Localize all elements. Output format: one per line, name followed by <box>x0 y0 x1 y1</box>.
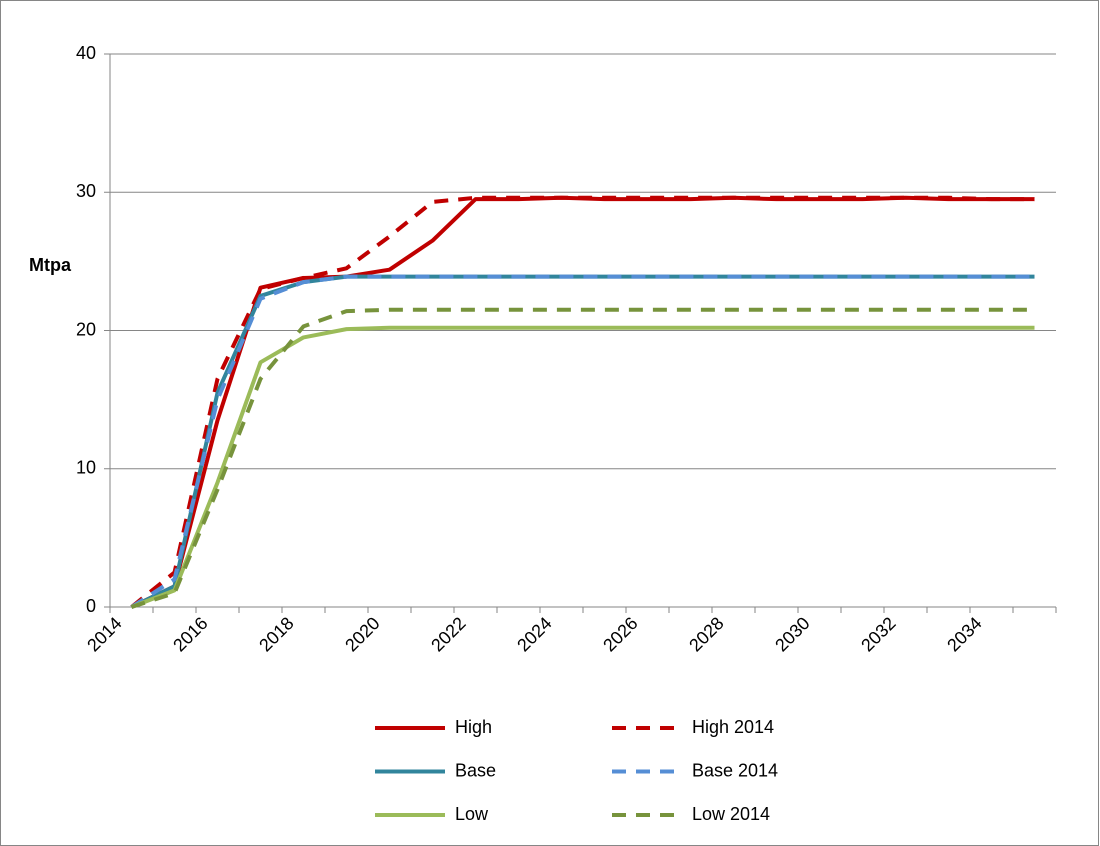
series-line <box>130 274 1035 609</box>
y-tick-label: 20 <box>76 319 96 339</box>
y-tick-label: 40 <box>76 43 96 63</box>
y-axis-label: Mtpa <box>29 255 72 275</box>
y-tick-label: 10 <box>76 458 96 478</box>
y-tick-label: 0 <box>86 596 96 616</box>
legend-label: High <box>455 717 492 737</box>
legend-label: High 2014 <box>692 717 774 737</box>
series-line <box>130 195 1035 609</box>
y-tick-label: 30 <box>76 181 96 201</box>
legend-label: Low <box>455 804 489 824</box>
legend-label: Low 2014 <box>692 804 770 824</box>
legend-label: Base <box>455 760 496 780</box>
legend-label: Base 2014 <box>692 760 778 780</box>
series-line <box>130 307 1035 609</box>
